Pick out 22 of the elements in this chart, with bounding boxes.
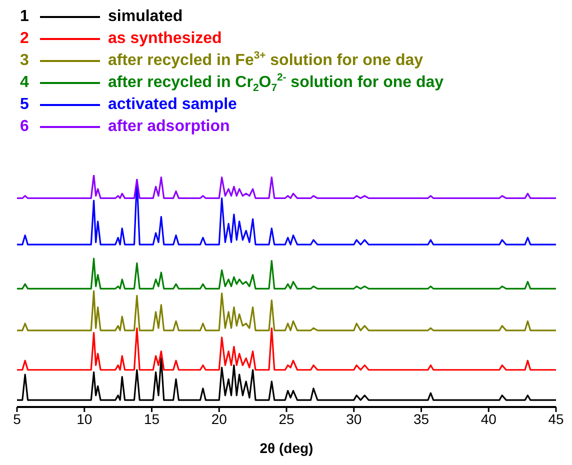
x-tick-label: 40 (480, 410, 497, 427)
x-tick-label: 5 (13, 410, 22, 427)
x-tick-label: 10 (76, 410, 92, 427)
x-tick-label: 35 (413, 410, 430, 427)
legend-label: activated sample (108, 95, 237, 115)
legend-label: as synthesized (108, 29, 222, 49)
x-tick-label: 30 (346, 410, 362, 427)
x-tick-label: 15 (144, 410, 160, 427)
legend-label: after recycled in Fe$^{3+}$ solution for one day (108, 50, 424, 71)
legend-label: after recycled in Cr$_{2}$O$_{7}$$^{2-}$ solution for one day (108, 72, 444, 94)
x-tick-label: 25 (278, 410, 294, 427)
text: 3 (20, 51, 30, 71)
legend-label: simulated (108, 7, 183, 27)
x-tick-label: 20 (211, 410, 228, 427)
legend-label: after adsorption (108, 117, 230, 137)
text: 6 (20, 117, 30, 137)
x-tick-label: 45 (548, 410, 564, 427)
text: 1 (20, 7, 30, 27)
text: 4 (20, 73, 30, 93)
text: 2 (20, 29, 30, 49)
x-axis-title: 2θ (deg) (260, 440, 314, 456)
text: 5 (20, 95, 30, 115)
